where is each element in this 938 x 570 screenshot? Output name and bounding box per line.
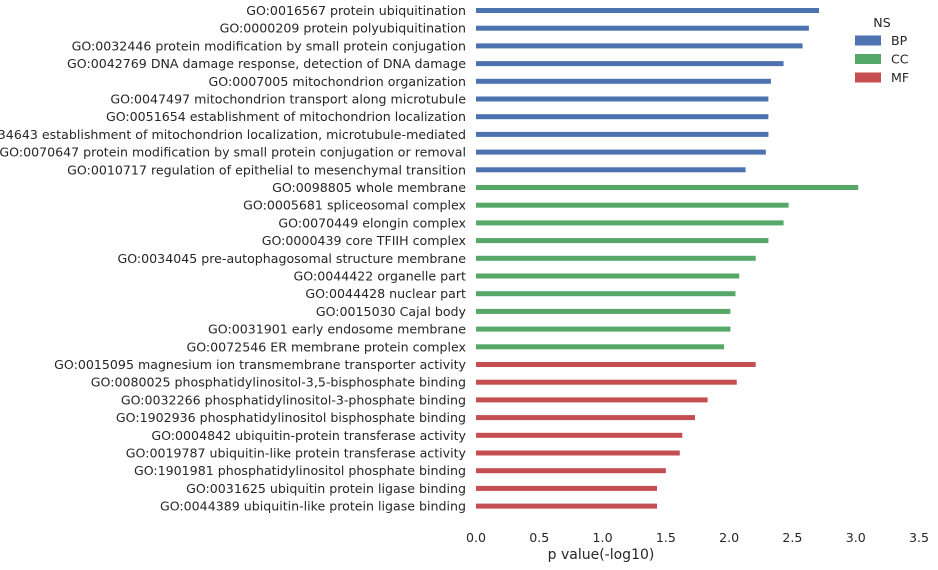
category-label: GO:0051654 establishment of mitochondrio… bbox=[106, 109, 466, 124]
bar-bp bbox=[476, 96, 769, 102]
category-label: GO:0072546 ER membrane protein complex bbox=[186, 339, 466, 354]
category-label: GO:0044422 organelle part bbox=[294, 269, 467, 284]
bar-bp bbox=[476, 167, 746, 173]
category-label: GO:0010717 regulation of epithelial to m… bbox=[67, 162, 466, 177]
x-tick-label: 1.0 bbox=[593, 530, 613, 545]
x-tick-label: 0.5 bbox=[529, 530, 549, 545]
bar-cc bbox=[476, 255, 756, 261]
category-label: GO:0070449 elongin complex bbox=[278, 215, 466, 230]
bar-cc bbox=[476, 273, 740, 279]
bar-mf bbox=[476, 397, 708, 403]
bar-mf bbox=[476, 485, 657, 491]
category-label: GO:0005681 spliceosomal complex bbox=[243, 198, 466, 213]
bar-bp bbox=[476, 114, 769, 120]
category-label: GO:0015095 magnesium ion transmembrane t… bbox=[54, 357, 466, 372]
legend-items: BP CC MF bbox=[855, 33, 909, 85]
bar-mf bbox=[476, 415, 695, 421]
bar-cc bbox=[476, 308, 731, 314]
category-label: GO:0031901 early endosome membrane bbox=[208, 322, 466, 337]
bar-mf bbox=[476, 450, 680, 456]
category-label: GO:0047497 mitochondrion transport along… bbox=[110, 92, 466, 107]
bar-bp bbox=[476, 78, 771, 84]
x-axis-label: p value(-log10) bbox=[548, 547, 655, 563]
bar-cc bbox=[476, 344, 725, 350]
bar-cc bbox=[476, 220, 784, 226]
category-label: GO:1902936 phosphatidylinositol bisphosp… bbox=[116, 410, 466, 425]
legend-title: NS bbox=[873, 15, 890, 30]
bar-cc bbox=[476, 326, 731, 332]
category-label: GO:0034643 establishment of mitochondrio… bbox=[0, 127, 466, 142]
category-label: GO:0044428 nuclear part bbox=[305, 286, 466, 301]
bar-bp bbox=[476, 61, 784, 67]
bar-cc bbox=[476, 291, 736, 297]
category-label: GO:0034045 pre-autophagosomal structure … bbox=[117, 251, 466, 266]
legend-label-mf: MF bbox=[891, 70, 909, 85]
category-label: GO:0042769 DNA damage response, detectio… bbox=[67, 56, 466, 71]
legend: NS BP CC MF bbox=[855, 15, 909, 85]
x-tick-label: 0.0 bbox=[466, 530, 486, 545]
category-label: GO:0080025 phosphatidylinositol-3,5-bisp… bbox=[91, 375, 466, 390]
x-tick-label: 1.5 bbox=[656, 530, 676, 545]
bar-mf bbox=[476, 362, 756, 367]
bar-bp bbox=[476, 149, 766, 155]
bar-mf bbox=[476, 468, 666, 474]
x-tick-label: 3.0 bbox=[846, 530, 866, 545]
bar-cc bbox=[476, 185, 859, 190]
legend-swatch-bp bbox=[855, 35, 881, 46]
bar-cc bbox=[476, 202, 789, 208]
x-tick-label: 2.5 bbox=[782, 530, 802, 545]
category-labels: GO:0016567 protein ubiquitination GO:0000… bbox=[0, 3, 467, 514]
category-label: GO:1901981 phosphatidylinositol phosphat… bbox=[134, 463, 466, 478]
category-label: GO:0016567 protein ubiquitination bbox=[246, 3, 466, 18]
bar-bp bbox=[476, 131, 769, 137]
bar-mf bbox=[476, 503, 657, 509]
category-label: GO:0032446 protein modification by small… bbox=[72, 38, 466, 53]
x-tick-label: 2.0 bbox=[719, 530, 739, 545]
category-label: GO:0031625 ubiquitin protein ligase bind… bbox=[186, 481, 466, 496]
category-label: GO:0000439 core TFIIH complex bbox=[262, 233, 467, 248]
category-label: GO:0032266 phosphatidylinositol-3-phosph… bbox=[121, 392, 466, 407]
x-tick-labels: 0.0 0.5 1.0 1.5 2.0 2.5 3.0 3.5 bbox=[466, 530, 929, 545]
category-label: GO:0007005 mitochondrion organization bbox=[209, 74, 466, 89]
bars-layer bbox=[476, 8, 859, 509]
category-label: GO:0000209 protein polyubiquitination bbox=[220, 21, 466, 36]
bar-mf bbox=[476, 432, 683, 438]
category-label: GO:0015030 Cajal body bbox=[316, 304, 467, 319]
bar-cc bbox=[476, 238, 769, 244]
bar-bp bbox=[476, 43, 803, 49]
category-label: GO:0098805 whole membrane bbox=[272, 180, 466, 195]
legend-swatch-cc bbox=[855, 54, 881, 64]
legend-label-cc: CC bbox=[891, 52, 909, 67]
bar-bp bbox=[476, 8, 820, 13]
category-label: GO:0019787 ubiquitin-like protein transf… bbox=[126, 446, 467, 461]
legend-label-bp: BP bbox=[891, 33, 908, 48]
category-label: GO:0004842 ubiquitin-protein transferase… bbox=[151, 428, 466, 443]
category-label: GO:0044389 ubiquitin-like protein ligase… bbox=[160, 499, 466, 514]
category-label: GO:0070647 protein modification by small… bbox=[0, 145, 466, 160]
bar-mf bbox=[476, 379, 737, 385]
legend-swatch-mf bbox=[855, 72, 881, 83]
bar-bp bbox=[476, 25, 809, 31]
x-tick-label: 3.5 bbox=[909, 530, 929, 545]
